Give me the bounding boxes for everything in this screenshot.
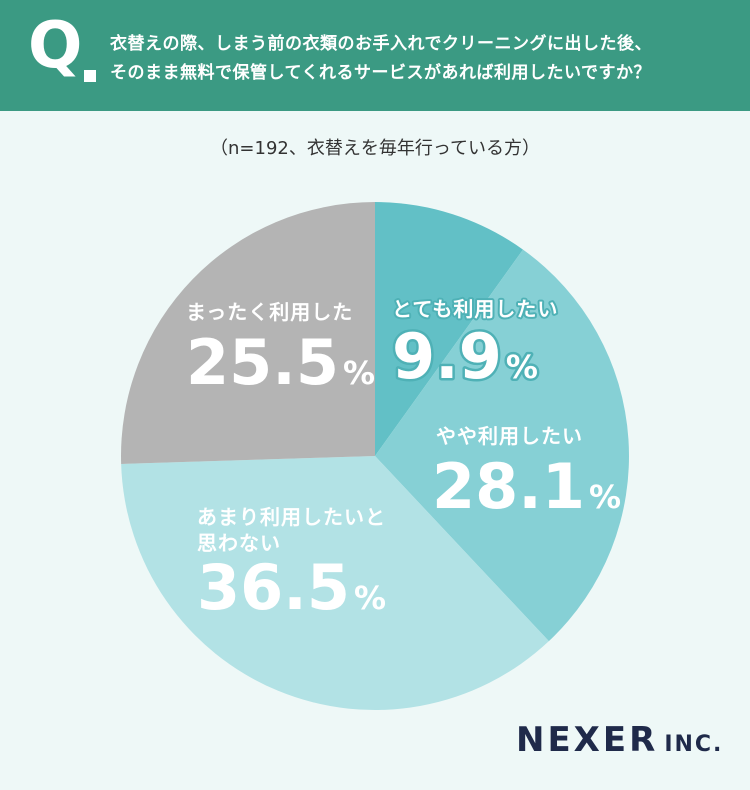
slice-value-not-very-likely: 36.5% — [197, 551, 386, 624]
pie-slice-very-likely — [375, 202, 523, 456]
q-dot — [84, 70, 96, 82]
question-line-1: 衣替えの際、しまう前の衣類のお手入れでクリーニングに出した後、 — [110, 34, 652, 54]
brand-logo: NEXER INC. — [516, 723, 723, 757]
pie-slice-not-very-likely — [121, 456, 549, 710]
slice-value-very-likely: 9.9% — [392, 320, 538, 393]
slice-label-not-very-likely: あまり利用したいと — [197, 505, 386, 529]
slice-label-somewhat-likely: やや利用したい — [436, 424, 583, 448]
slice-value-somewhat-likely: 28.1% — [432, 450, 621, 523]
pie-slice-somewhat-likely — [375, 249, 629, 642]
pie-slice-not-at-all — [121, 202, 375, 464]
question-text: 衣替えの際、しまう前の衣類のお手入れでクリーニングに出した後、 そのまま無料で保… — [110, 30, 735, 88]
brand-suffix: INC. — [664, 732, 724, 757]
question-header: Q 衣替えの際、しまう前の衣類のお手入れでクリーニングに出した後、 そのまま無料… — [0, 0, 750, 111]
sample-note: （n=192、衣替えを毎年行っている方） — [210, 138, 540, 159]
slice-label-very-likely: とても利用したい — [392, 297, 558, 321]
brand-name: NEXER — [516, 720, 659, 760]
slice-value-not-at-all: 25.5% — [186, 326, 375, 399]
slice-label-not-at-all: まったく利用した — [186, 300, 353, 324]
question-line-2: そのまま無料で保管してくれるサービスがあれば利用したいですか？ — [110, 63, 651, 83]
slice-label-not-very-likely: 思わない — [197, 531, 281, 555]
q-mark: Q — [28, 9, 83, 83]
